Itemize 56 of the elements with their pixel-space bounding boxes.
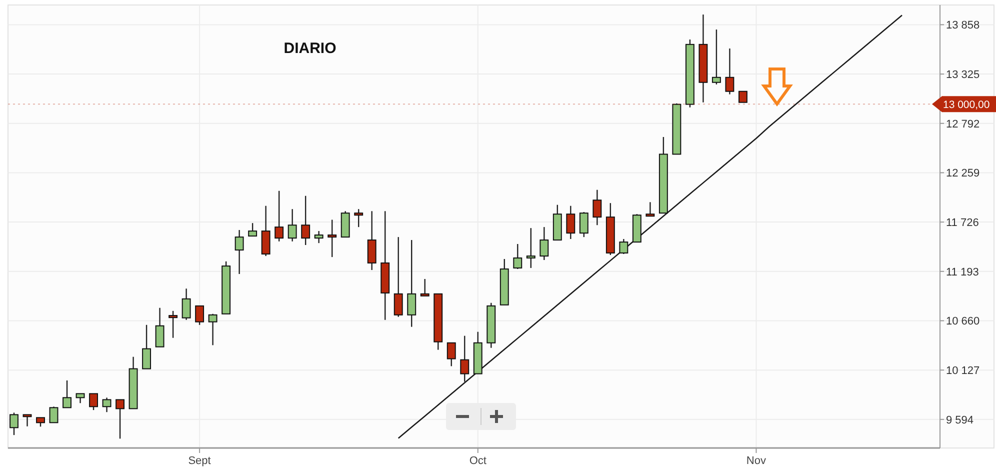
x-tick-label: Nov xyxy=(746,455,766,467)
candlestick xyxy=(288,208,297,242)
candlestick xyxy=(407,239,416,328)
text: DIARIO xyxy=(284,40,337,57)
y-tick-label: 11 193 xyxy=(946,266,979,278)
y-tick-label: 13 325 xyxy=(946,69,980,82)
candlestick xyxy=(725,48,734,95)
candlestick xyxy=(142,324,152,370)
candlestick xyxy=(248,222,258,237)
x-tick-label: Oct xyxy=(469,455,486,467)
candlestick xyxy=(261,205,270,257)
candlestick xyxy=(592,189,602,226)
y-tick-label: 12 259 xyxy=(946,168,980,180)
candlestick xyxy=(566,205,576,240)
candlestick xyxy=(116,399,125,440)
candlestick xyxy=(646,202,655,217)
y-tick-label: 9 594 xyxy=(946,414,974,426)
candlestick xyxy=(460,335,470,382)
candlestick xyxy=(301,195,310,246)
ref-line-label: 13 000,00 xyxy=(943,99,990,112)
candlestick xyxy=(526,227,536,269)
candlestick xyxy=(102,397,112,413)
candlestick xyxy=(314,230,324,244)
y-tick-label: 11 726 xyxy=(946,217,979,230)
candlestick xyxy=(182,288,191,320)
candlestick xyxy=(394,236,403,318)
candlestick xyxy=(328,219,337,258)
candlestick xyxy=(208,313,218,346)
candlestick xyxy=(712,28,721,86)
y-tick-label: 10 660 xyxy=(946,316,980,328)
candlestick xyxy=(155,307,164,348)
candlestick xyxy=(579,211,588,238)
candlestick xyxy=(340,210,350,238)
candlestick xyxy=(619,238,628,255)
candlestick xyxy=(10,412,18,436)
candlestick xyxy=(446,342,456,367)
candlestick xyxy=(513,243,522,270)
x-tick-label: Sept xyxy=(188,455,211,467)
candlestick xyxy=(76,393,85,404)
candlestick xyxy=(195,305,204,326)
candlestick xyxy=(168,310,178,338)
candlestick xyxy=(89,393,98,411)
candlestick xyxy=(49,406,58,424)
y-tick-label: 12 792 xyxy=(946,118,980,130)
candlestick xyxy=(367,210,376,271)
candlestick xyxy=(22,414,32,427)
candlestick xyxy=(62,380,72,408)
line-series xyxy=(398,14,903,439)
y-tick-label: 13 858 xyxy=(946,20,980,32)
candlestick xyxy=(274,190,284,242)
candlestick xyxy=(354,208,364,228)
candlestick xyxy=(234,229,244,275)
candlestick xyxy=(420,278,430,297)
candlestick xyxy=(738,90,748,103)
y-tick-label: 10 127 xyxy=(946,365,980,378)
candlestick xyxy=(540,226,549,261)
